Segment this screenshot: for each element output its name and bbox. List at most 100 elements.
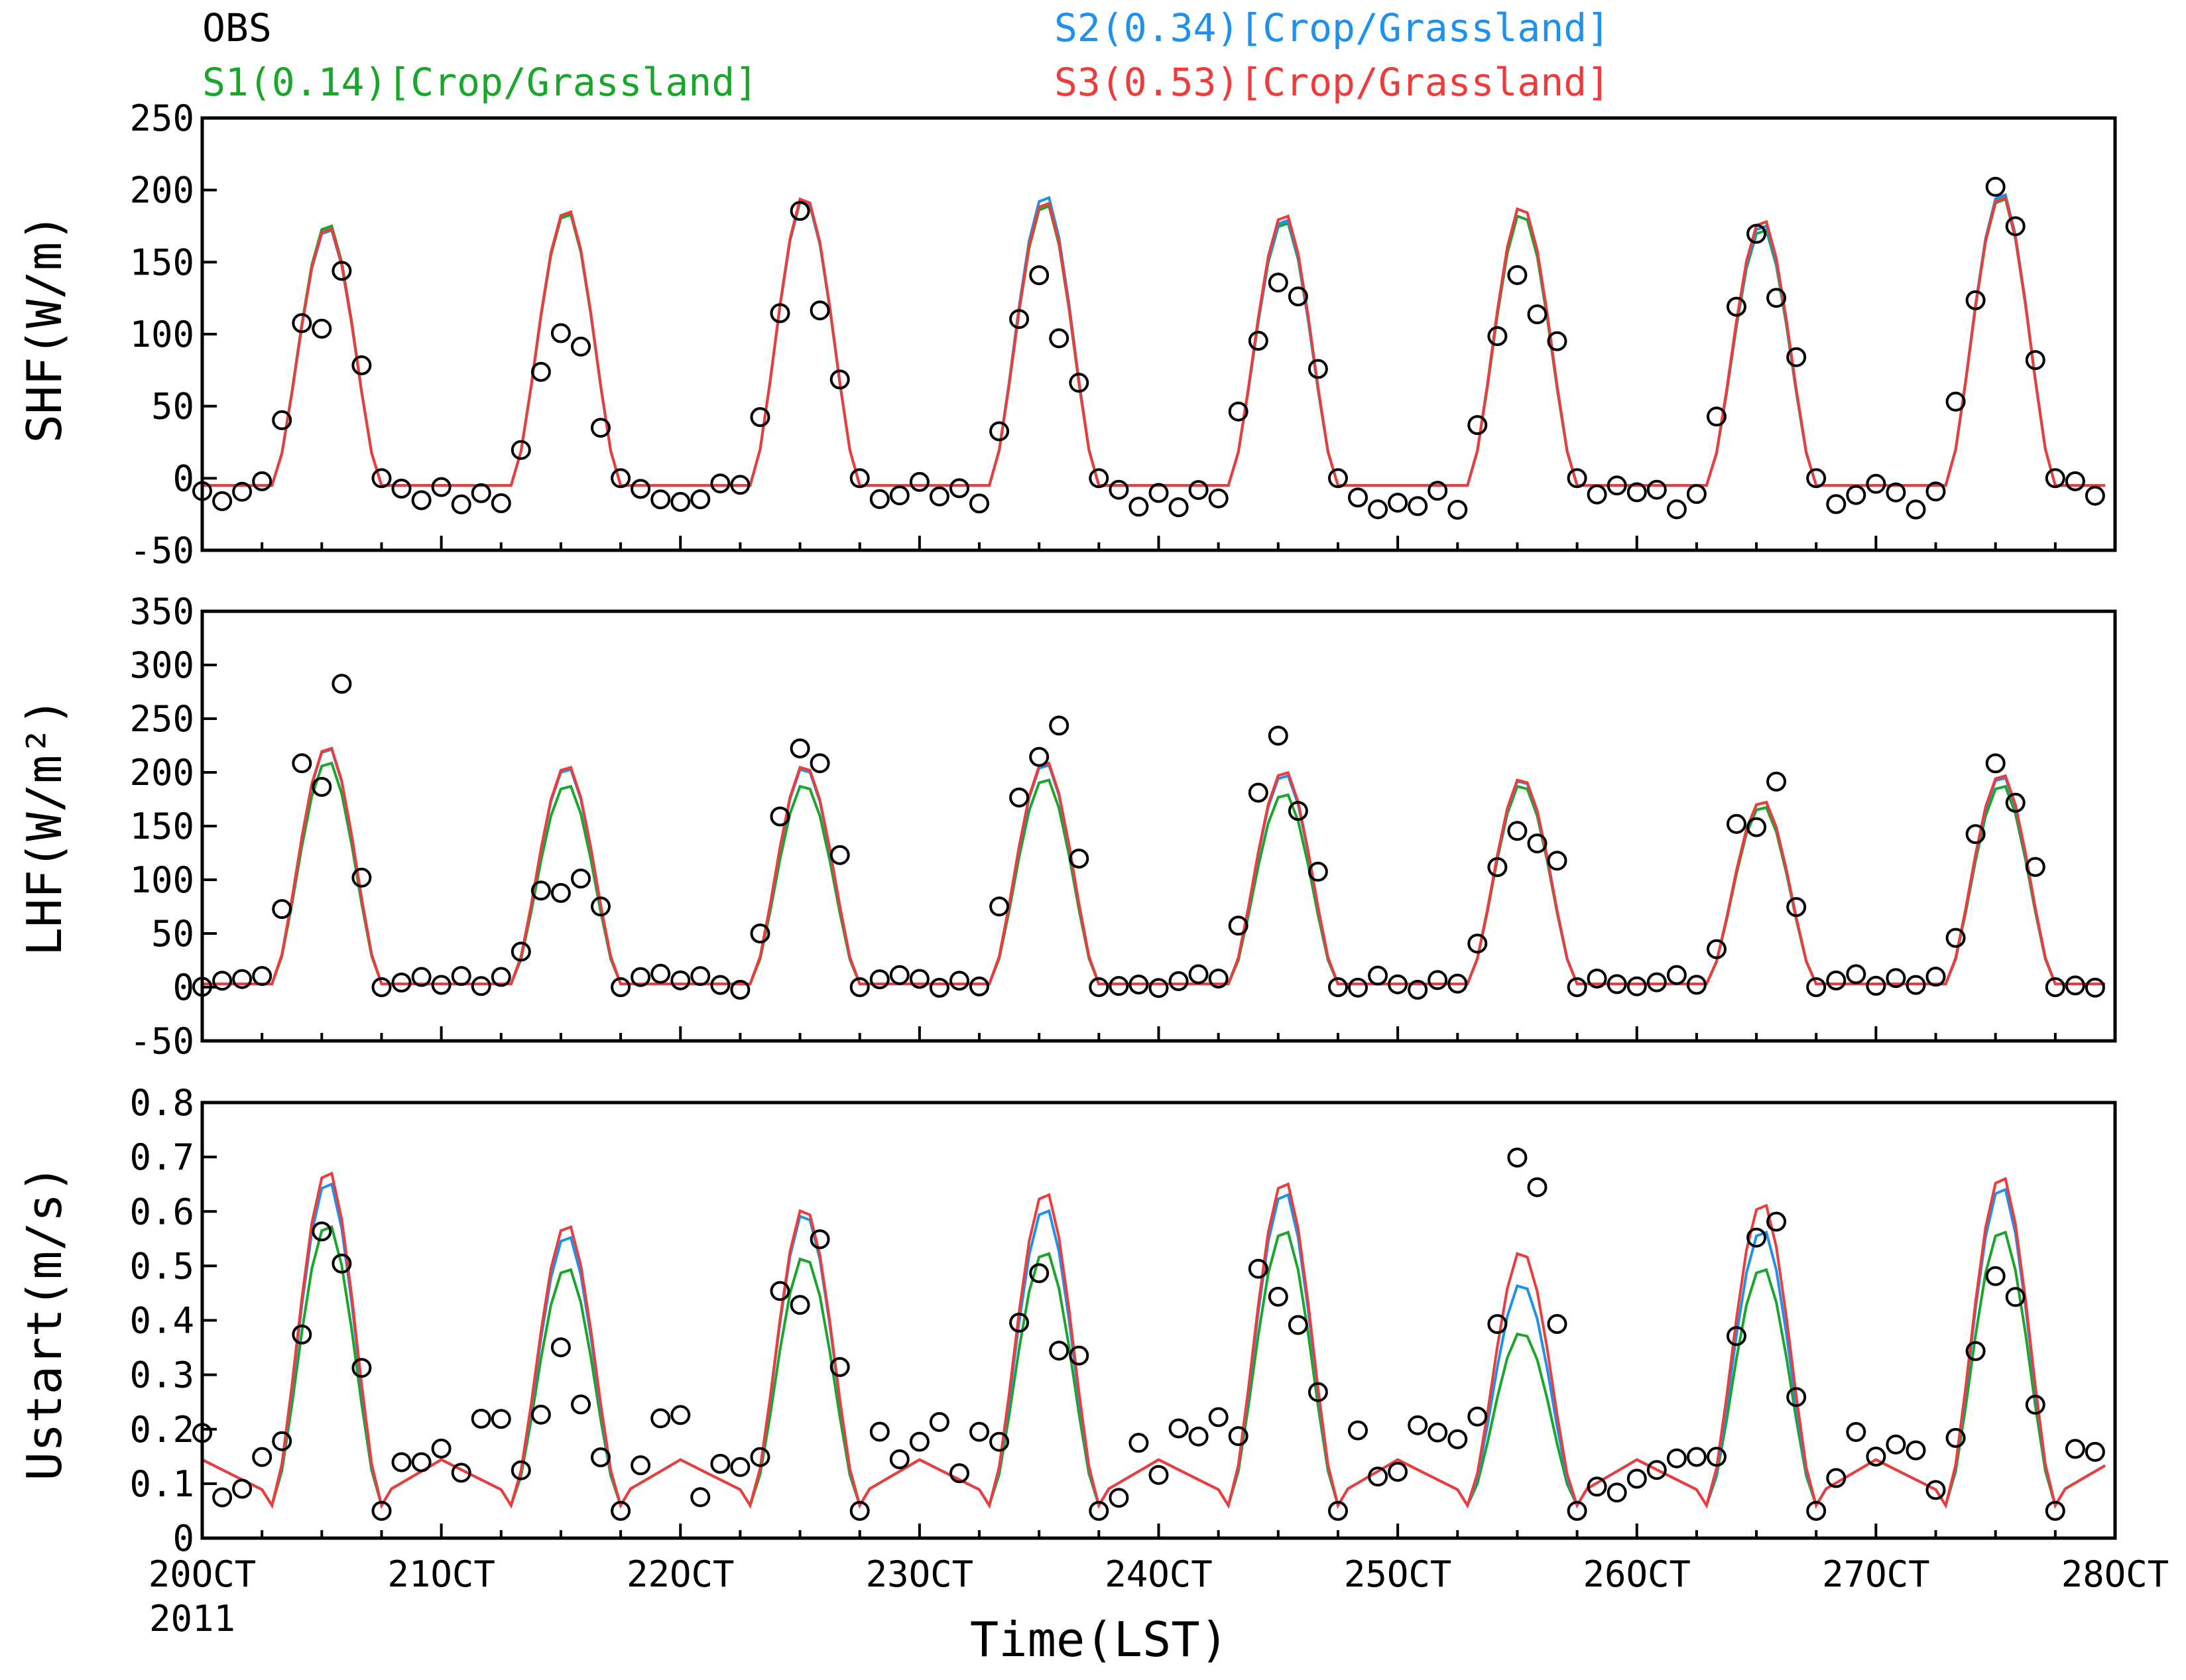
- obs-point: [1766, 771, 1787, 792]
- series-line-s2: [202, 193, 2105, 487]
- obs-point: [770, 806, 790, 827]
- obs-point: [530, 880, 551, 901]
- obs-point: [770, 1281, 790, 1301]
- obs-point: [591, 896, 611, 917]
- obs-point: [1427, 481, 1448, 501]
- obs-point: [1368, 499, 1388, 520]
- obs-point: [909, 1431, 930, 1452]
- obs-point: [1128, 975, 1149, 994]
- obs-point: [1467, 1406, 1488, 1427]
- obs-point: [1029, 265, 1050, 286]
- obs-point: [272, 410, 292, 430]
- obs-point: [1348, 1420, 1368, 1441]
- x-tick-label: 21OCT: [387, 1553, 495, 1595]
- obs-point: [670, 492, 691, 512]
- y-tick-label: 200: [129, 170, 194, 211]
- obs-point: [1148, 483, 1169, 503]
- obs-point: [2025, 857, 2045, 877]
- y-tick-label: 200: [129, 752, 194, 794]
- obs-point: [1906, 499, 1926, 520]
- y-tick-label: 0.2: [129, 1409, 194, 1451]
- obs-point: [451, 494, 471, 514]
- obs-point: [312, 1221, 332, 1242]
- obs-point: [631, 967, 651, 987]
- y-tick-label: 350: [129, 591, 194, 632]
- legend-obs: OBS: [202, 5, 272, 50]
- obs-point: [1168, 971, 1189, 991]
- obs-point: [1427, 1422, 1448, 1443]
- obs-point: [1786, 897, 1807, 918]
- obs-point: [1925, 481, 1946, 502]
- obs-point: [1348, 487, 1368, 508]
- obs-point: [471, 1408, 491, 1429]
- obs-point: [431, 1438, 452, 1459]
- obs-point: [1766, 1211, 1787, 1232]
- obs-point: [1288, 801, 1308, 821]
- obs-point: [1846, 964, 1866, 985]
- obs-point: [1727, 296, 1746, 317]
- obs-point: [790, 1295, 810, 1315]
- obs-point: [451, 1463, 471, 1483]
- obs-point: [1826, 494, 1847, 514]
- obs-point: [351, 1358, 372, 1378]
- obs-point: [631, 479, 651, 499]
- obs-point: [1228, 1426, 1248, 1447]
- obs-point: [332, 674, 352, 694]
- obs-point: [332, 261, 352, 281]
- obs-point: [730, 475, 751, 495]
- obs-point: [1089, 468, 1109, 489]
- obs-point: [2025, 1394, 2045, 1415]
- series-line-s3: [202, 196, 2105, 487]
- obs-point: [1109, 1488, 1129, 1508]
- obs-point: [1886, 482, 1906, 503]
- obs-point: [1009, 787, 1030, 808]
- obs-point: [1666, 499, 1687, 520]
- series-line-s1: [202, 761, 2105, 986]
- obs-point: [1965, 290, 1986, 310]
- obs-point: [730, 1457, 751, 1477]
- obs-point: [411, 490, 432, 510]
- obs-point: [550, 1337, 571, 1358]
- obs-point: [491, 493, 511, 513]
- obs-point: [1388, 1462, 1408, 1482]
- obs-point: [810, 753, 830, 774]
- obs-point: [212, 491, 233, 511]
- obs-point: [2045, 977, 2065, 997]
- obs-point: [2085, 1441, 2105, 1462]
- x-tick-label: 24OCT: [1105, 1553, 1213, 1595]
- obs-point: [869, 489, 890, 509]
- obs-point: [1487, 857, 1508, 877]
- obs-point: [2045, 1500, 2065, 1521]
- obs-point: [1806, 977, 1827, 997]
- obs-point: [969, 976, 989, 996]
- y-tick-label: 50: [151, 386, 194, 428]
- obs-point: [1288, 286, 1308, 307]
- series-line-s2: [202, 1182, 2106, 1509]
- obs-point: [1089, 977, 1109, 997]
- obs-point: [2025, 350, 2045, 371]
- obs-point: [1906, 1440, 1926, 1461]
- y-tick-label: 50: [151, 913, 194, 955]
- x-axis-title: Time(LST): [970, 1612, 1229, 1667]
- obs-point: [312, 318, 332, 339]
- obs-point: [1906, 975, 1926, 995]
- x-tick-label: 28OCT: [2061, 1553, 2169, 1595]
- obs-point: [1607, 1482, 1627, 1503]
- y-tick-label: 250: [129, 698, 194, 740]
- obs-point: [690, 1487, 711, 1508]
- obs-point: [1945, 1427, 1966, 1448]
- obs-point: [1607, 974, 1627, 994]
- obs-point: [1866, 975, 1886, 996]
- obs-point: [232, 1478, 253, 1499]
- obs-point: [1965, 824, 1986, 845]
- obs-point: [2005, 1287, 2026, 1307]
- y-tick-label: 100: [129, 314, 194, 355]
- obs-point: [889, 485, 910, 506]
- obs-point: [1268, 272, 1288, 293]
- obs-point: [1248, 1258, 1268, 1279]
- obs-point: [1089, 1500, 1109, 1521]
- obs-point: [829, 845, 850, 865]
- obs-point: [929, 977, 949, 998]
- obs-point: [1248, 782, 1268, 803]
- obs-point: [1866, 473, 1886, 494]
